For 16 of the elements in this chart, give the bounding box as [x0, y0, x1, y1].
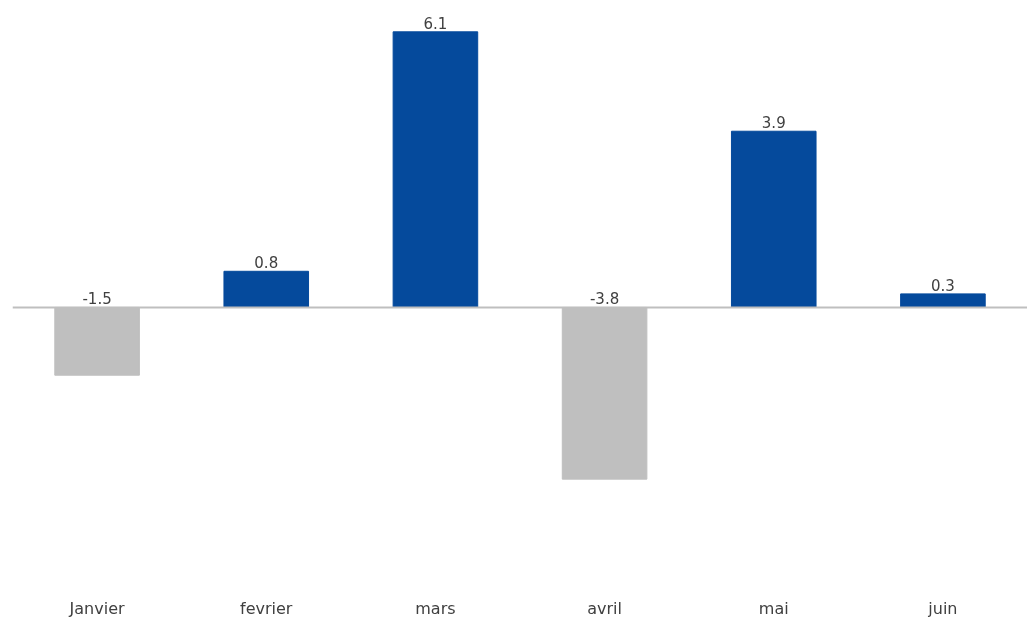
- x-tick-label: Janvier: [68, 598, 126, 618]
- bar: [730, 130, 817, 308]
- data-label: 6.1: [423, 14, 448, 33]
- data-label: -3.8: [589, 290, 620, 309]
- x-tick-label: juin: [927, 598, 958, 618]
- bar: [223, 270, 310, 308]
- x-tick-label: mai: [758, 598, 789, 618]
- bar: [900, 293, 986, 308]
- data-label: 0.8: [254, 254, 279, 273]
- bar: [392, 31, 479, 308]
- x-tick-label: fevrier: [240, 598, 293, 618]
- x-tick-label: mars: [415, 598, 456, 618]
- data-label: 0.3: [930, 276, 955, 295]
- data-label: 3.9: [761, 114, 786, 133]
- x-tick-label: avril: [587, 598, 622, 618]
- data-label: -1.5: [82, 290, 112, 309]
